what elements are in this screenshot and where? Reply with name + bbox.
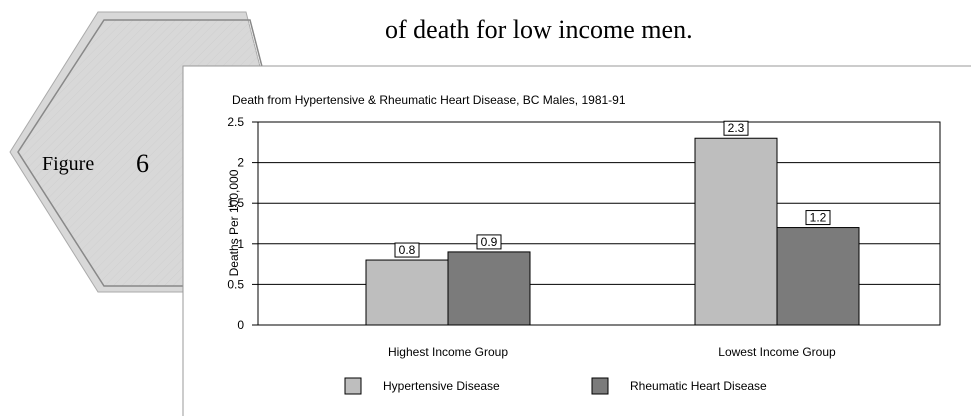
legend-swatch	[344, 377, 362, 395]
bar	[365, 259, 449, 326]
y-tick-label: 2	[237, 156, 244, 170]
y-tick-label: 2.5	[227, 115, 244, 129]
figure-label: Figure	[42, 153, 94, 175]
legend-swatch	[591, 377, 609, 395]
value-label: 0.8	[399, 243, 416, 257]
value-label-box	[723, 120, 749, 136]
body-text: of death for low income men.	[385, 15, 693, 44]
bar	[694, 137, 778, 326]
y-axis-label: Deaths Per 100,000	[227, 169, 241, 276]
legend-label: Hypertensive Disease	[383, 379, 500, 393]
bar	[776, 227, 860, 326]
value-label-box	[805, 210, 831, 226]
figure-number: 6	[136, 149, 149, 178]
value-label-box	[394, 242, 420, 258]
bar	[447, 251, 531, 326]
x-tick-label: Lowest Income Group	[718, 345, 836, 359]
value-label: 0.9	[481, 235, 498, 249]
x-tick-label: Highest Income Group	[388, 345, 508, 359]
y-tick-label: 0	[237, 318, 244, 332]
legend-label: Rheumatic Heart Disease	[630, 379, 767, 393]
y-tick-label: 1	[237, 237, 244, 251]
chart-title: Death from Hypertensive & Rheumatic Hear…	[232, 93, 626, 107]
value-label-box	[476, 234, 502, 250]
y-tick-label: 0.5	[227, 277, 244, 291]
value-label: 1.2	[810, 211, 827, 225]
value-label: 2.3	[728, 121, 745, 135]
y-tick-label: 1.5	[227, 196, 244, 210]
